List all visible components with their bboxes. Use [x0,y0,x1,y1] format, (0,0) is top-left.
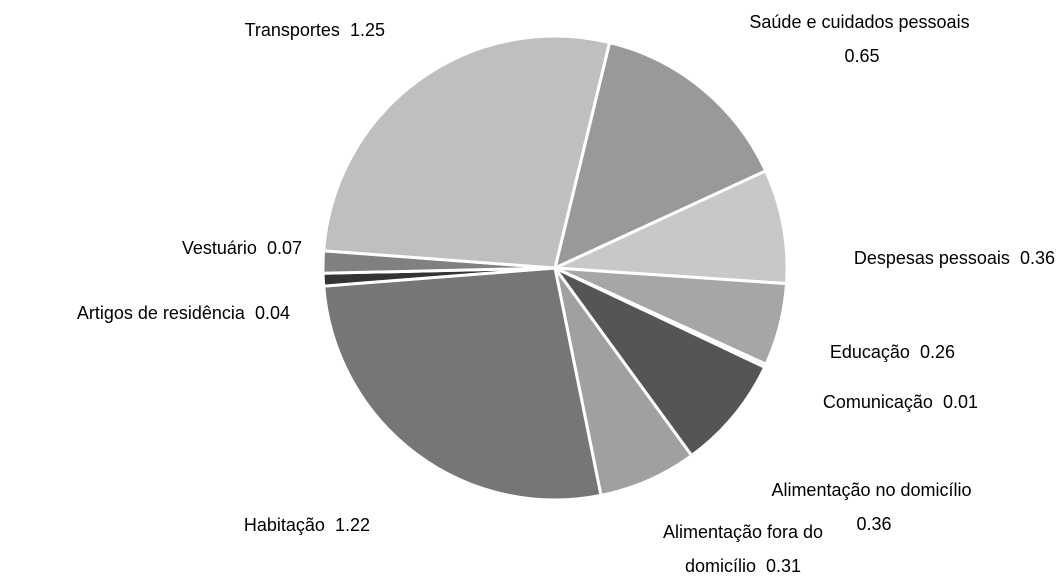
category-name: Despesas pessoais [853,248,1010,268]
value-label: 0.36 [1019,248,1055,268]
value-label: 1.22 [334,515,370,535]
category-name: Educação [829,342,910,362]
value-label: 0.31 [766,556,802,576]
pie-slice [553,266,767,458]
slice-label: Educação 0.26 [830,335,955,369]
category-name: Habitação [243,515,325,535]
value-label: 0.36 [856,514,892,534]
category-name: Vestuário [181,238,257,258]
slice-label: Habitação 1.22 [244,508,370,542]
value-label: 0.26 [919,342,955,362]
slice-label: Despesas pessoais 0.36 [854,241,1055,275]
slice-label: Artigos de residência 0.04 [77,296,290,330]
category-name: Alimentação no domicílio [771,480,972,500]
value-label: 0.04 [254,303,290,323]
slice-label: Saúde e cuidados pessoais 0.65 [749,5,974,73]
value-label: 1.25 [349,20,385,40]
pie-slice [322,266,603,502]
pie-slice [553,169,789,286]
value-label: 0.07 [266,238,302,258]
slice-label: Transportes 1.25 [245,13,385,47]
pie-slice [553,41,768,270]
slice-label: Alimentação fora do domicílio 0.31 [636,515,851,577]
category-name: Alimentação fora do domicílio [662,522,824,576]
pie-slice [322,34,612,270]
category-name: Saúde e cuidados pessoais [749,12,970,32]
slice-label: Vestuário 0.07 [182,231,302,265]
category-name: Artigos de residência [76,303,245,323]
slice-label: Alimentação no domicílio 0.36 [771,473,976,541]
category-name: Transportes [244,20,340,40]
value-label: 0.01 [942,392,978,412]
category-name: Comunicação [822,392,933,412]
value-label: 0.65 [844,46,880,66]
slice-label: Comunicação 0.01 [823,385,978,419]
